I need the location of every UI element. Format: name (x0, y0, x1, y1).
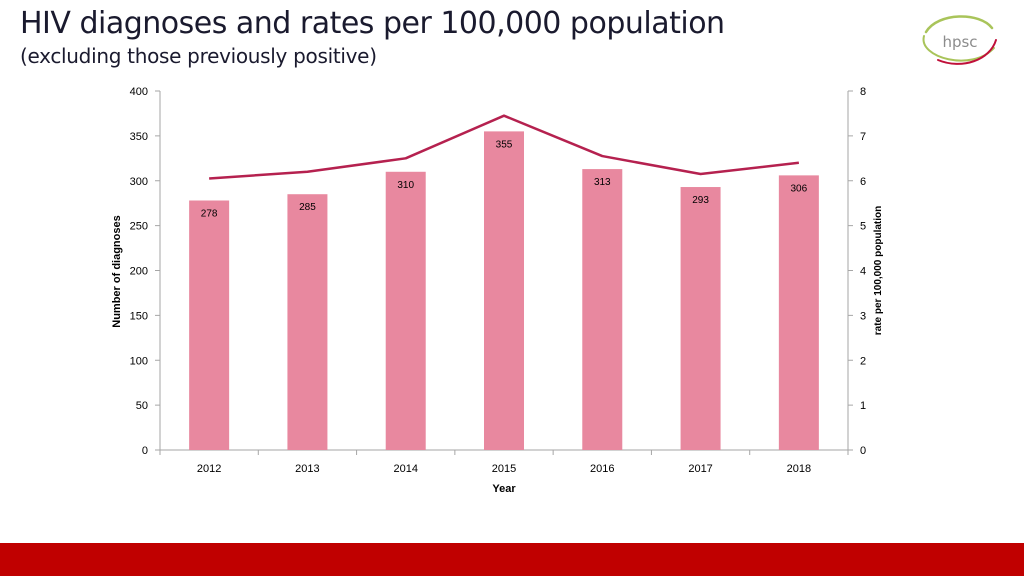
y2-tick-label: 7 (860, 131, 866, 143)
y-axis-title: Number of diagnoses (111, 215, 123, 327)
y-tick-label: 350 (130, 131, 148, 143)
hpsc-logo-icon: hpsc (922, 15, 997, 65)
y2-tick-label: 4 (860, 266, 866, 278)
y2-axis-title: rate per 100,000 population (873, 206, 884, 336)
bar-data-label: 293 (692, 195, 709, 206)
bars (189, 131, 819, 451)
bar-data-label: 278 (201, 208, 218, 219)
y-tick-label: 100 (130, 355, 148, 367)
x-tick-label: 2012 (197, 463, 221, 475)
y-tick-label: 300 (130, 176, 148, 188)
page-title: HIV diagnoses and rates per 100,000 popu… (20, 6, 725, 41)
page-subtitle: (excluding those previously positive) (20, 44, 377, 68)
x-tick-label: 2015 (492, 463, 516, 475)
y2-tick-label: 3 (860, 310, 866, 322)
logo-text: hpsc (942, 33, 977, 51)
bar (484, 131, 524, 450)
y-tick-label: 50 (136, 400, 148, 412)
y-tick-label: 400 (130, 86, 148, 98)
x-tick-label: 2016 (590, 463, 614, 475)
rate-line-layer (209, 114, 799, 180)
x-tick-label: 2017 (688, 463, 712, 475)
y2-tick-label: 8 (860, 86, 866, 98)
y-tick-label: 150 (130, 310, 148, 322)
bar (582, 169, 623, 450)
y2-tick-label: 6 (860, 176, 866, 188)
bar (778, 175, 819, 451)
y-tick-label: 250 (130, 221, 148, 233)
x-tick-label: 2014 (393, 463, 417, 475)
bar-data-label: 313 (594, 177, 611, 188)
y2-tick-label: 1 (860, 400, 866, 412)
bar-data-label: 355 (496, 139, 513, 150)
labels: 0 50 100 150 200 250 300 350 400 0 1 2 3 4 5 6 7 8 278 2012… (111, 86, 884, 495)
bar (385, 171, 426, 450)
bar-data-label: 310 (397, 180, 414, 191)
y2-tick-label: 0 (860, 445, 866, 457)
x-tick-label: 2013 (295, 463, 319, 475)
hiv-diagnoses-chart: 0 50 100 150 200 250 300 350 400 0 1 2 3 4 5 6 7 8 278 2012… (111, 86, 884, 495)
x-axis-title: Year (492, 483, 516, 495)
bar-data-label: 306 (791, 183, 808, 194)
bar-data-label: 285 (299, 202, 316, 213)
bar (189, 200, 230, 450)
y2-tick-label: 5 (860, 221, 866, 233)
y-tick-label: 0 (142, 445, 148, 457)
y-tick-label: 200 (130, 266, 148, 278)
y2-tick-label: 2 (860, 355, 866, 367)
x-tick-label: 2018 (787, 463, 811, 475)
bar (680, 187, 721, 450)
bar (287, 194, 328, 450)
footer-bar (0, 543, 1024, 576)
